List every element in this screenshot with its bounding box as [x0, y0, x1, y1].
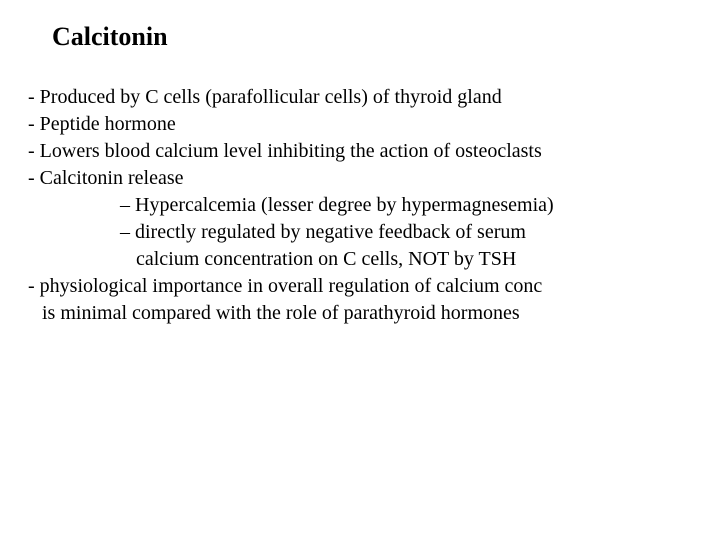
bullet-continuation: is minimal compared with the role of par…	[28, 300, 692, 327]
bullet-item: - Produced by C cells (parafollicular ce…	[28, 84, 692, 111]
bullet-item: - Lowers blood calcium level inhibiting …	[28, 138, 692, 165]
bullet-item: - Calcitonin release	[28, 165, 692, 192]
bullet-item: - Peptide hormone	[28, 111, 692, 138]
bullet-item: - physiological importance in overall re…	[28, 273, 692, 300]
sub-bullet-item: – Hypercalcemia (lesser degree by hyperm…	[28, 192, 692, 219]
sub-bullet-continuation: calcium concentration on C cells, NOT by…	[28, 246, 692, 273]
slide-title: Calcitonin	[52, 22, 692, 52]
sub-bullet-item: – directly regulated by negative feedbac…	[28, 219, 692, 246]
slide-body: - Produced by C cells (parafollicular ce…	[28, 84, 692, 327]
